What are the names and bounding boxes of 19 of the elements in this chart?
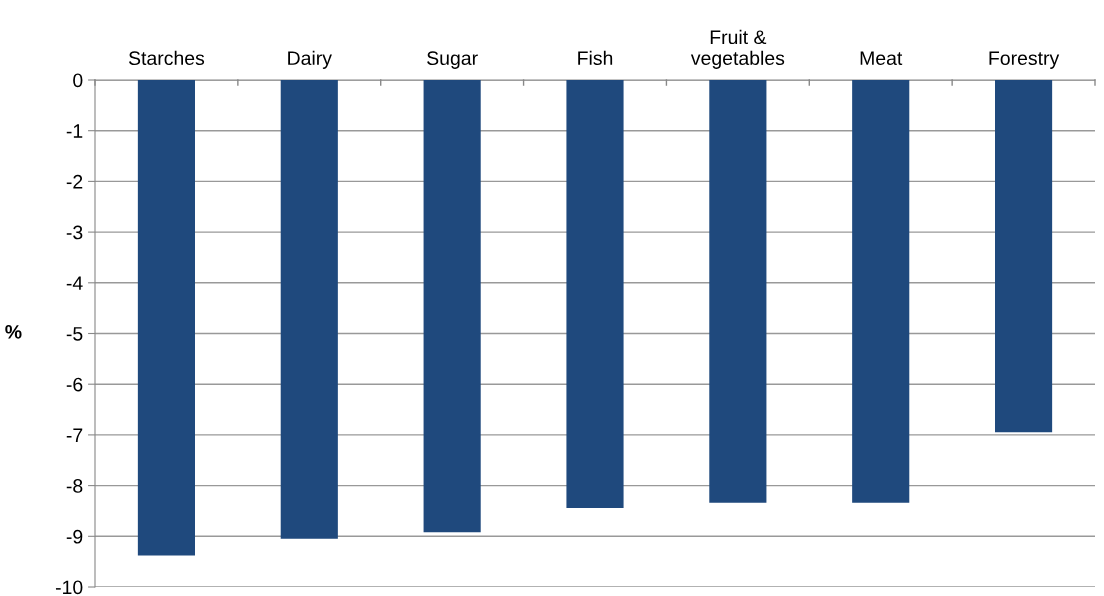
x-tick-label: Dairy <box>288 50 332 69</box>
y-tick-label: -9 <box>66 529 83 544</box>
x-tick-label: Fish <box>578 50 613 66</box>
y-tick-label: 0 <box>73 73 83 88</box>
y-tick-label: -5 <box>66 327 83 341</box>
x-tick-label: Sugar <box>427 51 478 69</box>
y-tick-label: -1 <box>66 124 83 138</box>
y-tick-label: -7 <box>66 428 83 442</box>
x-tick-label: Starches <box>128 50 205 66</box>
y-axis-title: % <box>5 325 22 339</box>
x-tick-label: Meat <box>860 51 903 66</box>
y-tick-label: -6 <box>66 377 83 392</box>
x-tick-label: Forestry <box>989 51 1060 69</box>
y-tick-label: -8 <box>66 479 83 493</box>
y-tick-label: -2 <box>66 174 83 189</box>
y-tick-label: -10 <box>55 580 83 595</box>
y-tick-label: -3 <box>66 225 83 240</box>
x-tick-label: Fruit & vegetables <box>690 29 785 69</box>
y-tick-label: -4 <box>66 276 83 290</box>
